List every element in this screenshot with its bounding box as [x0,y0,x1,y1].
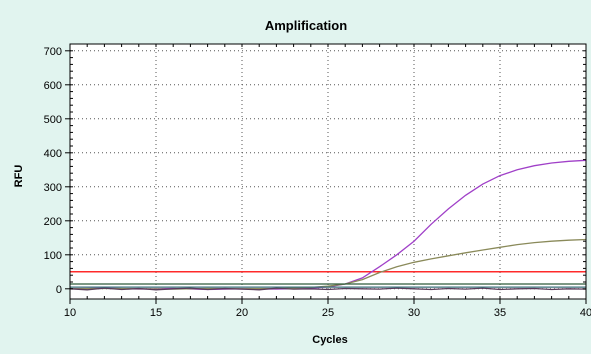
x-tick-label: 10 [64,307,76,319]
y-tick-label: 400 [44,148,62,160]
y-tick-label: 100 [44,250,62,262]
y-tick-label: 600 [44,80,62,92]
grid-lines [70,44,586,299]
chart-title: Amplification [265,18,347,33]
y-tick-label: 700 [44,46,62,58]
x-tick-label: 25 [322,307,334,319]
x-tick-label: 35 [494,307,506,319]
y-tick-label: 200 [44,216,62,228]
y-axis-label: RFU [13,165,25,188]
x-tick-label: 15 [150,307,162,319]
series-line-3 [69,287,587,291]
y-tick-label: 0 [56,284,62,296]
y-tick-label: 500 [44,114,62,126]
y-tick-label: 300 [44,182,62,194]
series-layer [69,159,587,291]
x-tick-label: 30 [408,307,420,319]
x-tick-label: 40 [580,307,591,319]
x-tick-label: 20 [236,307,248,319]
axis-ticks [65,44,587,304]
x-axis-label: Cycles [312,334,347,346]
